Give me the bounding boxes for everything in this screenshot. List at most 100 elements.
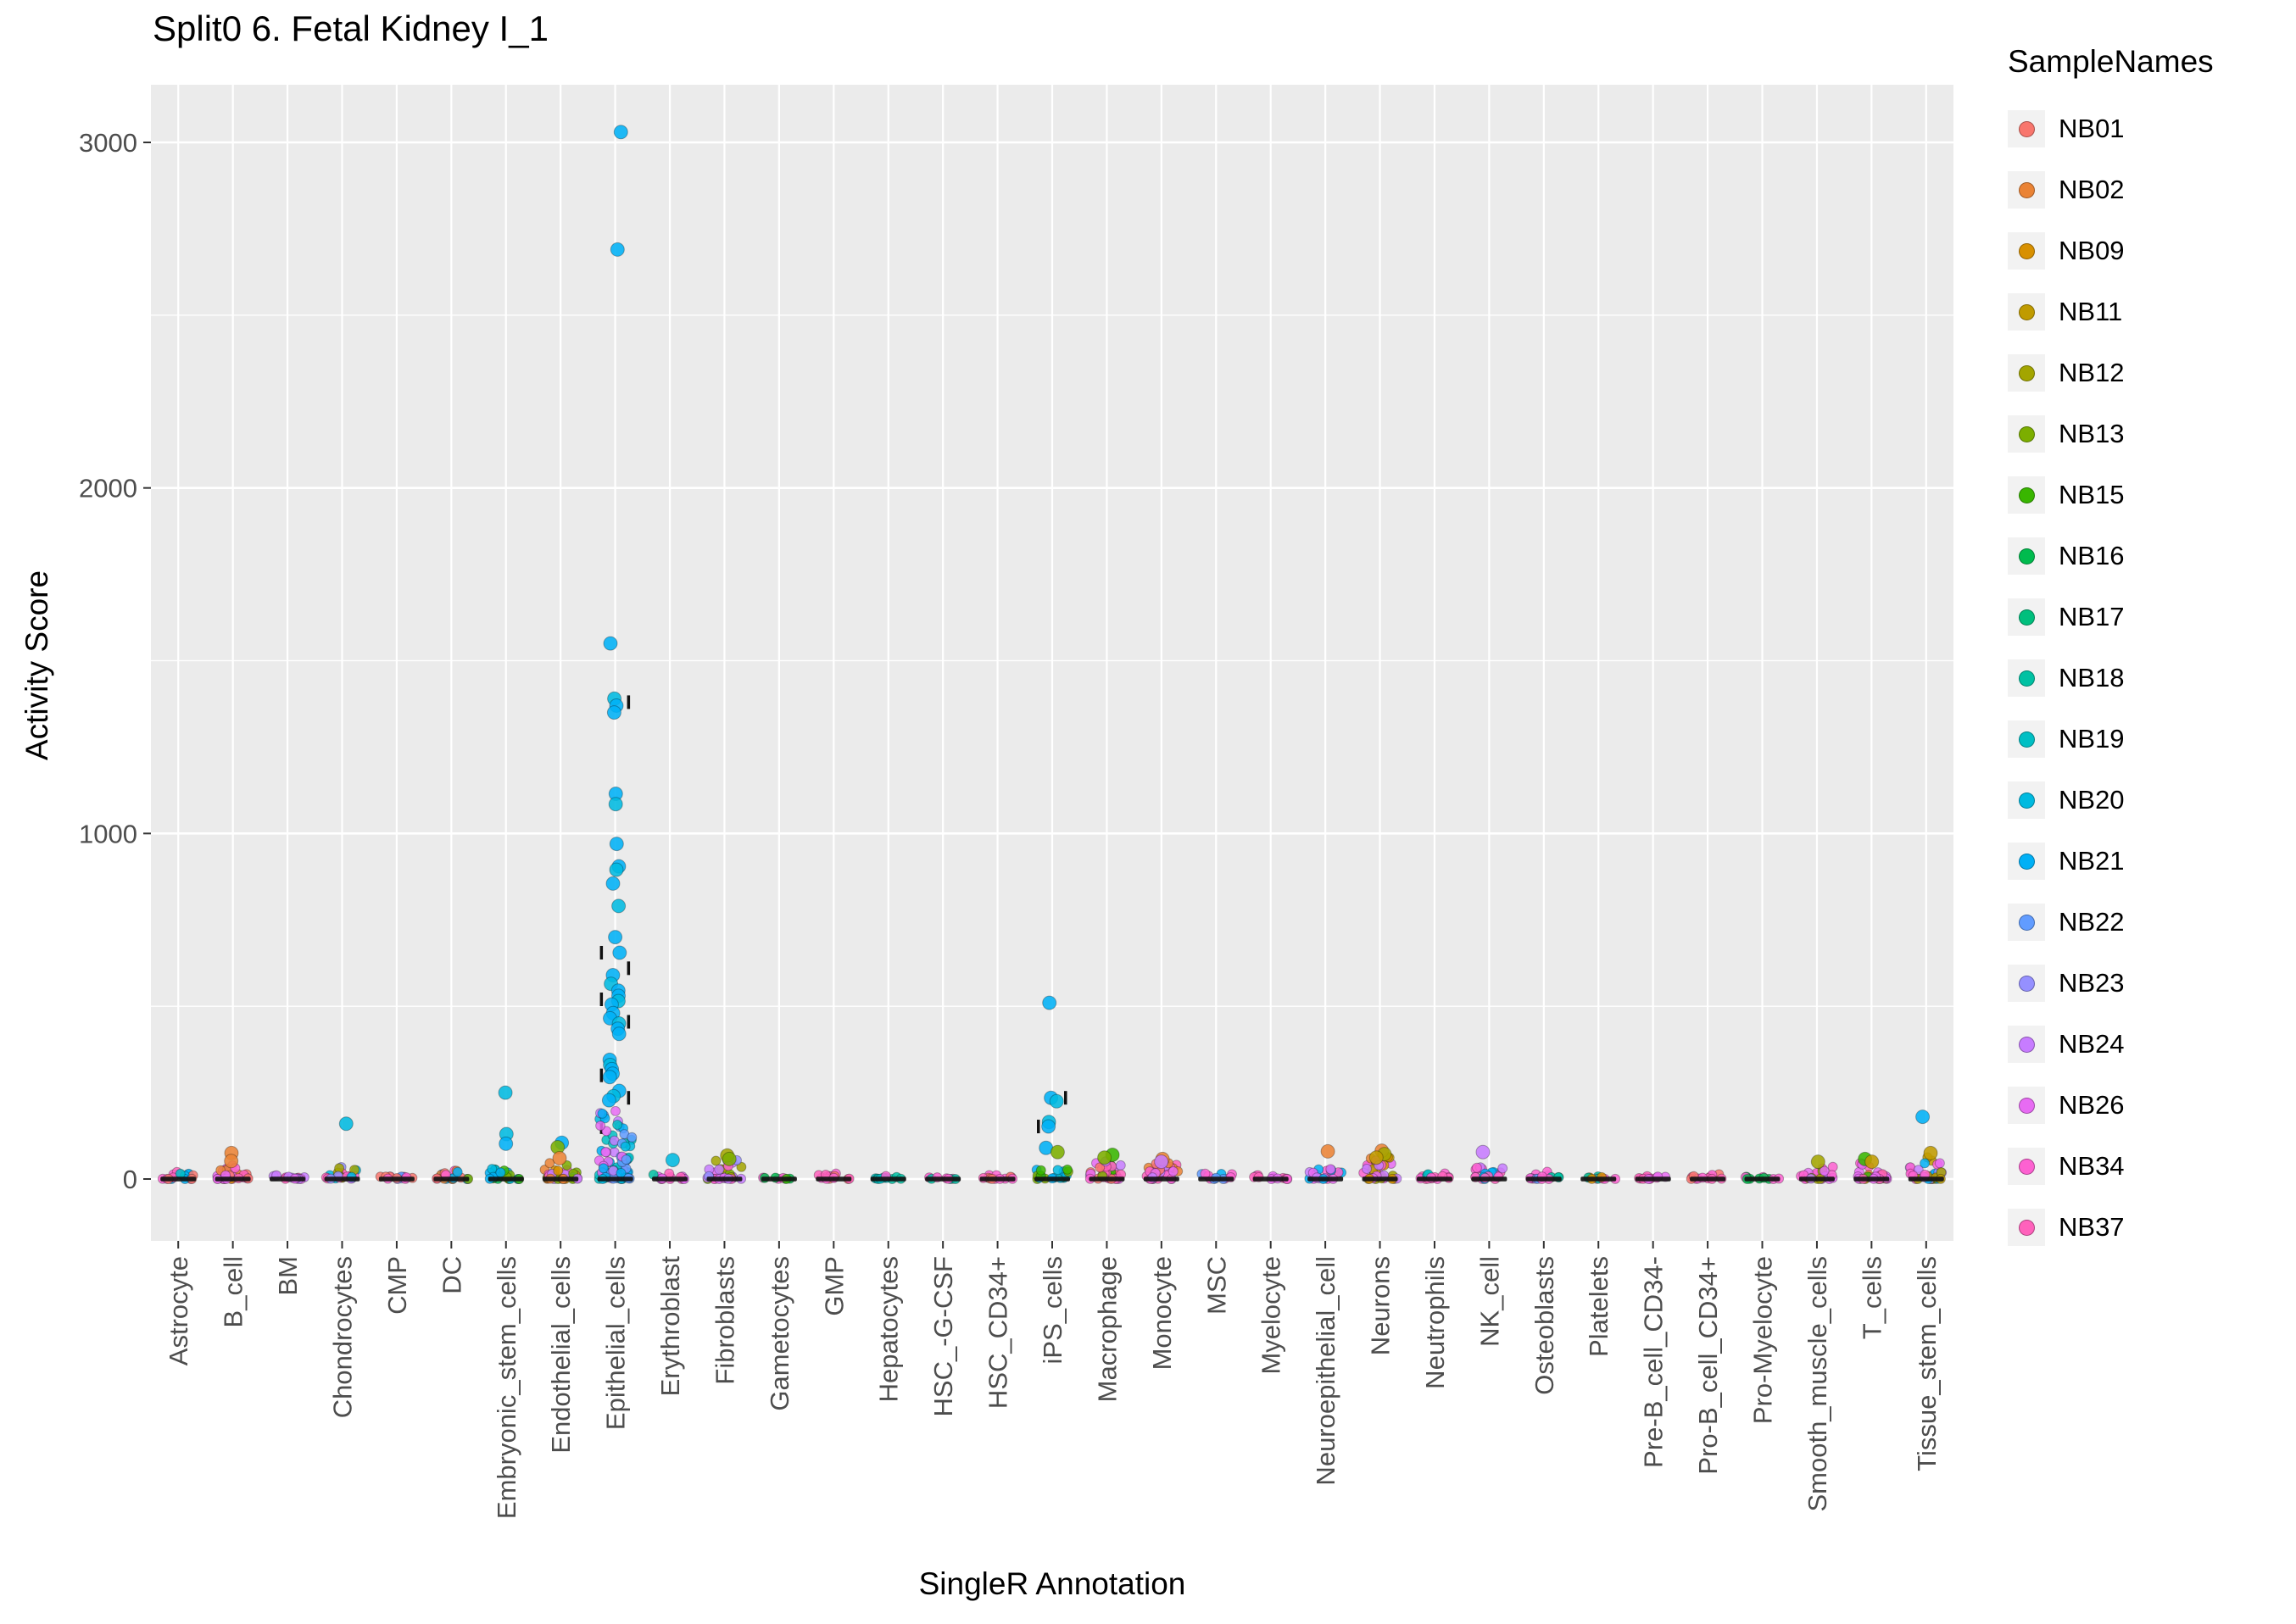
jitter-point — [1095, 1162, 1106, 1173]
outlier-point — [1042, 995, 1057, 1010]
zero-bar — [1143, 1176, 1179, 1182]
zero-bar — [816, 1176, 852, 1182]
x-tick-label: Platelets — [1584, 1256, 1613, 1357]
zero-bar — [324, 1176, 360, 1182]
legend-entries: NB01 NB02 NB09 NB11 NB12 NB13 NB15 NB16 NB17 NB18… — [2008, 98, 2214, 1258]
jitter-point — [561, 1160, 572, 1171]
legend-key — [2008, 171, 2045, 209]
x-tick-label: Chondrocytes — [327, 1256, 357, 1418]
legend-entry: NB34 — [2008, 1136, 2214, 1197]
legend-key — [2008, 781, 2045, 819]
outlier-point — [610, 242, 625, 257]
outlier-point — [1154, 1154, 1169, 1170]
zero-bar — [761, 1176, 797, 1182]
legend-dot — [2018, 364, 2035, 381]
zero-bar — [706, 1176, 743, 1182]
legend-entry: NB16 — [2008, 526, 2214, 587]
jitter-point — [1920, 1158, 1931, 1169]
x-tick-label: NK_cell — [1474, 1256, 1504, 1347]
outlier-point — [1041, 1119, 1056, 1134]
legend-key — [2008, 476, 2045, 514]
legend-entry: NB37 — [2008, 1197, 2214, 1258]
legend-entry-label: NB24 — [2059, 1029, 2125, 1059]
x-tick-label: Astrocyte — [164, 1256, 193, 1365]
jitter-point — [610, 1105, 621, 1116]
plot-title: Split0 6. Fetal Kidney I_1 — [153, 8, 549, 48]
jitter-point — [1471, 1162, 1482, 1173]
x-tick-label: Osteoblasts — [1530, 1256, 1559, 1395]
outlier-point — [606, 705, 621, 720]
legend-entry-label: NB09 — [2059, 236, 2125, 265]
legend-entry-label: NB22 — [2059, 907, 2125, 937]
outlier-point — [665, 1153, 680, 1168]
jitter-point — [621, 1154, 632, 1165]
gridlines — [151, 85, 1953, 1241]
outlier-point — [1097, 1150, 1112, 1165]
jitter-point — [736, 1161, 747, 1172]
jitter-point — [1052, 1165, 1063, 1176]
legend-entry-label: NB11 — [2059, 297, 2123, 326]
jitter-point — [601, 1126, 612, 1137]
x-tick-label: Neurons — [1366, 1256, 1396, 1355]
x-tick-label: Gametocytes — [765, 1256, 794, 1411]
jitter-point — [1062, 1164, 1073, 1175]
legend-entry: NB20 — [2008, 770, 2214, 831]
legend-dot — [2018, 1036, 2035, 1053]
quantile-tick — [599, 993, 604, 1007]
jitter-point — [495, 1167, 506, 1178]
x-tick-label: Pre-B_cell_CD34- — [1639, 1256, 1669, 1468]
jitter-point — [1497, 1163, 1508, 1174]
outlier-point — [603, 636, 618, 651]
legend-entry-label: NB19 — [2059, 724, 2125, 754]
x-tick-label: Embryonic_stem_cells — [492, 1256, 521, 1519]
zero-bar — [270, 1176, 306, 1182]
axes: 0 1000 2000 3000 Astrocyte B_cell BM Chondrocyt… — [79, 128, 1942, 1519]
legend-key — [2008, 904, 2045, 941]
zero-bar — [1252, 1176, 1289, 1182]
x-tick-label: Neutrophils — [1420, 1256, 1450, 1389]
legend-entry-label: NB15 — [2059, 480, 2125, 509]
jitter-point — [1035, 1165, 1046, 1176]
legend-entry-label: NB16 — [2059, 541, 2125, 570]
zero-bar — [1853, 1176, 1890, 1182]
jitter-point — [620, 1141, 631, 1152]
outlier-point — [1915, 1110, 1931, 1125]
legend-entry-label: NB20 — [2059, 785, 2125, 815]
jitter-point — [544, 1158, 555, 1169]
x-tick-label: T_cells — [1857, 1256, 1886, 1339]
jitter-point — [595, 1121, 606, 1132]
zero-bar — [1580, 1176, 1617, 1182]
x-tick-label: MSC — [1201, 1256, 1231, 1315]
quantile-tick — [1064, 1091, 1067, 1105]
legend-key — [2008, 598, 2045, 636]
legend-entry-label: NB02 — [2059, 175, 2125, 204]
jitter-point — [1168, 1166, 1179, 1176]
jitter-point — [1819, 1165, 1830, 1176]
outlier-point — [224, 1154, 239, 1169]
legend-entry: NB15 — [2008, 464, 2214, 526]
outlier-point — [1368, 1150, 1384, 1165]
outlier-point — [1810, 1154, 1825, 1170]
zero-bar — [1635, 1176, 1671, 1182]
legend-entry-label: NB13 — [2059, 419, 2125, 448]
outlier-point — [613, 125, 628, 140]
legend-dot — [2018, 242, 2035, 259]
legend-entry-label: NB23 — [2059, 968, 2125, 998]
jitter-point — [452, 1166, 463, 1177]
legend-entry: NB13 — [2008, 403, 2214, 464]
legend-entry-label: NB21 — [2059, 846, 2125, 876]
y-tick-label: 0 — [123, 1165, 137, 1194]
zero-bar — [870, 1176, 906, 1182]
legend-key — [2008, 1209, 2045, 1246]
zero-bar — [1908, 1176, 1944, 1182]
outlier-point — [605, 876, 621, 891]
zero-bar — [1690, 1176, 1726, 1182]
outlier-point — [608, 797, 623, 812]
quantile-tick — [1037, 1120, 1040, 1134]
x-tick-label: CMP — [382, 1256, 412, 1315]
zero-bar — [488, 1176, 524, 1182]
zero-bar — [1034, 1176, 1070, 1182]
zero-bar — [925, 1176, 961, 1182]
outlier-point — [1050, 1144, 1065, 1160]
zero-bar — [433, 1176, 470, 1182]
